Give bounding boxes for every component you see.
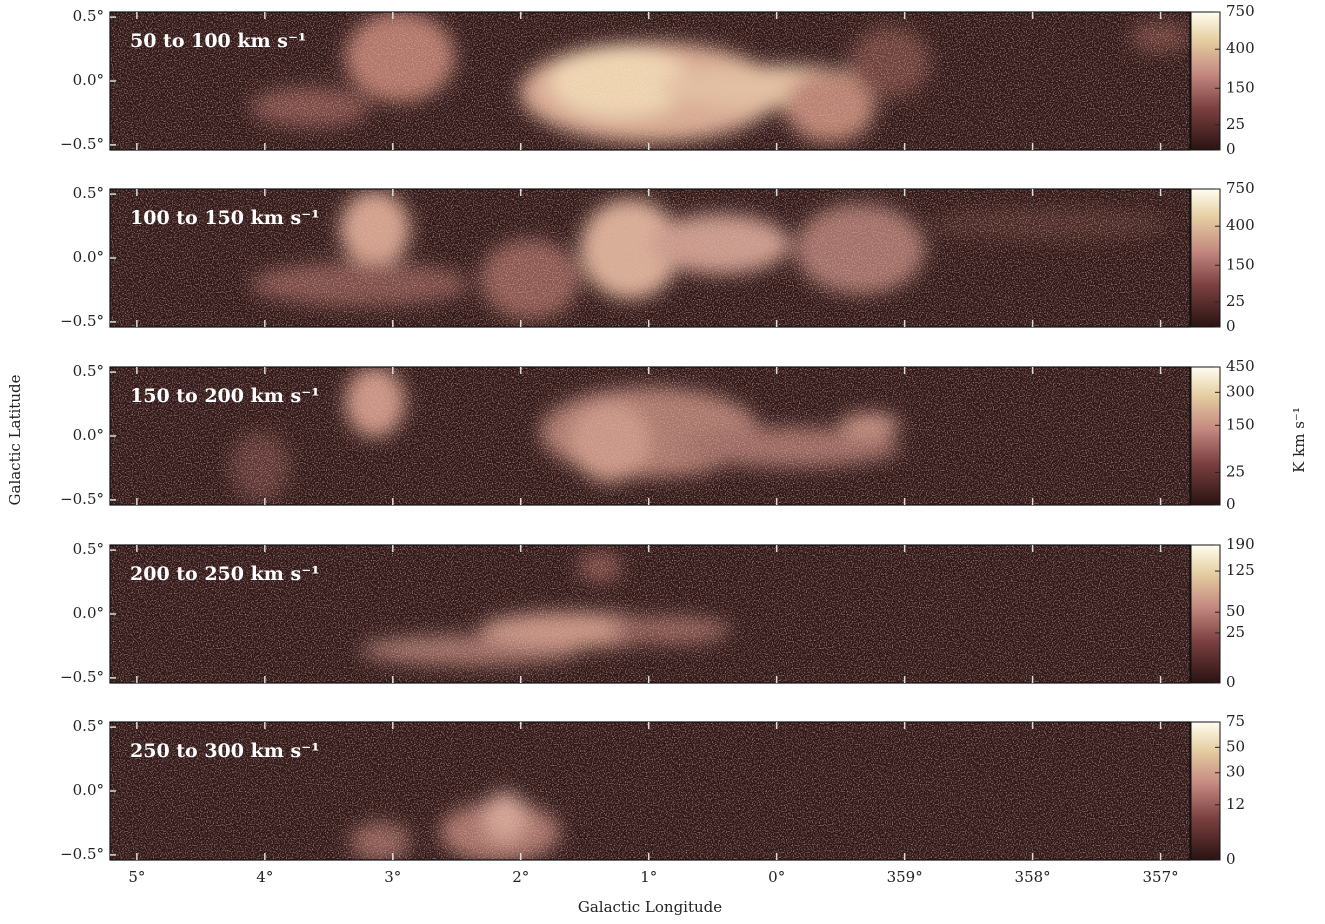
colorbar-tick-label: 150 <box>1226 255 1255 273</box>
map <box>110 189 1190 327</box>
y-tick-label: 0.0° <box>73 248 104 266</box>
colorbar-tick-label: 190 <box>1226 535 1255 553</box>
y-tick-label: 0.5° <box>73 717 104 735</box>
y-axis-label: Galactic Latitude <box>6 374 24 505</box>
colorbar-tick-label: 400 <box>1226 216 1255 234</box>
x-tick-label: 0° <box>768 868 785 886</box>
colorbar-tick-label: 0 <box>1226 850 1236 868</box>
colorbar-tick-label: 75 <box>1226 712 1245 730</box>
x-tick-label: 4° <box>256 868 273 886</box>
annotation: 50 to 100 km s⁻¹ <box>130 30 306 52</box>
y-tick-label: 0.5° <box>73 362 104 380</box>
x-tick-label: 358° <box>1015 868 1051 886</box>
colorbar-tick-label: 25 <box>1226 462 1245 480</box>
y-tick-label: 0.0° <box>73 71 104 89</box>
colorbar-tick-label: 50 <box>1226 602 1245 620</box>
colorbar-tick-label: 400 <box>1226 39 1255 57</box>
colorbar-tick-label: 12 <box>1226 795 1245 813</box>
y-tick-label: −0.5° <box>60 312 104 330</box>
colorbar-tick-label: 25 <box>1226 623 1245 641</box>
colorbar <box>1190 544 1221 684</box>
y-tick-label: 0.0° <box>73 426 104 444</box>
colorbar-tick-label: 750 <box>1226 179 1255 197</box>
map <box>110 722 1190 860</box>
y-tick-label: −0.5° <box>60 490 104 508</box>
colorbar-tick-label: 300 <box>1226 382 1255 400</box>
x-tick-label: 3° <box>384 868 401 886</box>
y-tick-label: −0.5° <box>60 845 104 863</box>
colorbar-tick-label: 0 <box>1226 495 1236 513</box>
y-tick-label: −0.5° <box>60 135 104 153</box>
colorbar-tick-label: 450 <box>1226 357 1255 375</box>
map <box>110 545 1190 683</box>
map <box>110 367 1190 505</box>
panel: 50 to 100 km s⁻¹ 0.5° 0.0° −0.5° 0 25 150 400 75… <box>60 2 1255 158</box>
x-tick-label: 2° <box>512 868 529 886</box>
colorbar-tick-label: 30 <box>1226 763 1245 781</box>
y-tick-label: 0.5° <box>73 184 104 202</box>
colorbar-tick-label: 0 <box>1226 140 1236 158</box>
x-axis-label: Galactic Longitude <box>578 898 722 916</box>
colorbar-tick-label: 0 <box>1226 673 1236 691</box>
x-tick-label: 357° <box>1142 868 1178 886</box>
y-tick-label: −0.5° <box>60 668 104 686</box>
annotation: 100 to 150 km s⁻¹ <box>130 207 320 229</box>
panel: 250 to 300 km s⁻¹ 0.5° 0.0° −0.5° 0 12 30 50 75 <box>60 712 1245 868</box>
y-tick-label: 0.5° <box>73 7 104 25</box>
colorbar-tick-label: 150 <box>1226 78 1255 96</box>
panel: 200 to 250 km s⁻¹ 0.5° 0.0° −0.5° 0 25 50 125 19… <box>60 535 1255 691</box>
colorbar-tick-label: 0 <box>1226 317 1236 335</box>
panel: 100 to 150 km s⁻¹ 0.5° 0.0° −0.5° 0 25 150 400 7… <box>60 179 1255 335</box>
colorbar-tick-label: 50 <box>1226 737 1245 755</box>
colorbar <box>1190 721 1221 861</box>
annotation: 250 to 300 km s⁻¹ <box>130 740 320 762</box>
colorbar-tick-label: 150 <box>1226 415 1255 433</box>
panel: 150 to 200 km s⁻¹ 0.5° 0.0° −0.5° 0 25 150 300 4… <box>60 357 1255 513</box>
colorbar <box>1190 11 1221 151</box>
colorbar-tick-label: 750 <box>1226 2 1255 20</box>
colorbar-label: K km s⁻¹ <box>1290 407 1308 473</box>
colorbar-tick-label: 25 <box>1226 115 1245 133</box>
x-tick-label: 359° <box>887 868 923 886</box>
annotation: 150 to 200 km s⁻¹ <box>130 385 320 407</box>
colorbar <box>1190 188 1221 328</box>
x-tick-label: 1° <box>640 868 657 886</box>
annotation: 200 to 250 km s⁻¹ <box>130 563 320 585</box>
y-tick-label: 0.5° <box>73 540 104 558</box>
map <box>110 12 1190 150</box>
colorbar <box>1190 366 1221 506</box>
y-tick-label: 0.0° <box>73 604 104 622</box>
colorbar-tick-label: 125 <box>1226 561 1255 579</box>
x-tick-label: 5° <box>128 868 145 886</box>
y-tick-label: 0.0° <box>73 781 104 799</box>
colorbar-tick-label: 25 <box>1226 292 1245 310</box>
